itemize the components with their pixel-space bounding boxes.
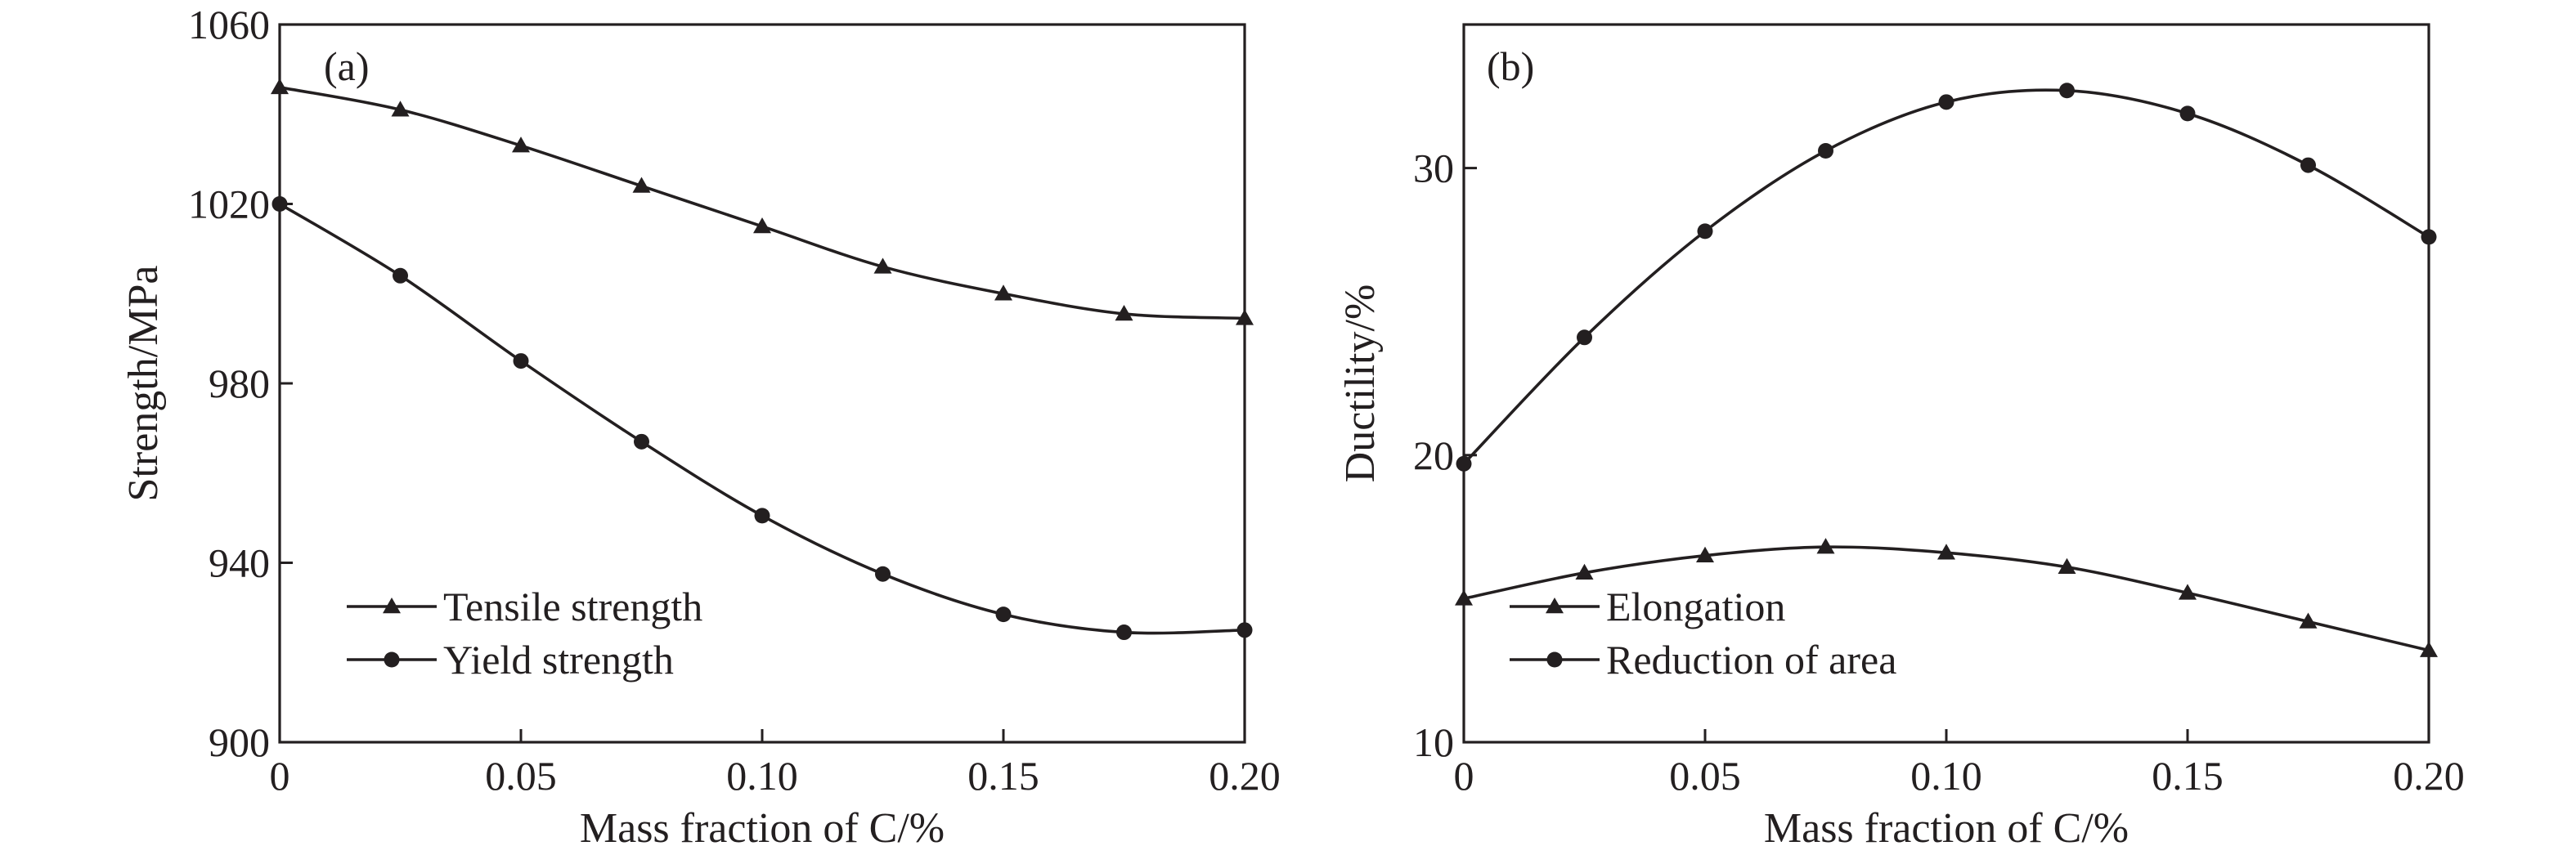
panel-a-tensile-strength-point: [391, 101, 410, 117]
panel-a-tensile-strength-point: [271, 78, 289, 95]
panel-b-reduction-of-area-point: [1938, 94, 1954, 110]
panel-a-x-tick-label: 0: [270, 753, 290, 799]
panel-b-series: [1455, 83, 2438, 657]
panel-b-reduction-of-area-point: [1577, 329, 1592, 346]
panel-b-elongation-point: [1816, 538, 1835, 554]
panel-b-reduction-of-area-point: [2300, 157, 2316, 173]
panel-a-yield-strength-point: [272, 196, 288, 212]
panel-b-y-tick-label: 10: [1413, 719, 1454, 765]
panel-b-legend-reduction-of-area-marker: [1546, 651, 1563, 668]
panel-b-reduction-of-area-point: [2059, 83, 2075, 99]
panel-b-elongation-point: [1575, 563, 1594, 580]
panel-b-reduction-of-area-point: [1818, 143, 1833, 159]
panel-b-elongation-point: [2420, 641, 2438, 657]
panel-b-ductility-chart: 0 0.05 0.10 0.15 0.20 10 20 30 (b) Mass fractio…: [1337, 23, 2465, 852]
panel-b-x-axis-title: Mass fraction of C/%: [1764, 805, 2129, 852]
panel-a-tensile-strength-point: [1236, 309, 1254, 325]
panel-a-ticks: [278, 23, 1246, 744]
panel-a-tensile-strength-point: [632, 177, 651, 193]
panel-a-y-tick-label: 900: [209, 719, 270, 765]
panel-a-tensile-strength-line: [279, 86, 1245, 320]
panel-a-yield-strength-point: [1236, 622, 1253, 638]
panel-b-plot-frame: [1462, 23, 2430, 744]
panel-b-tick-labels: 0 0.05 0.10 0.15 0.20 10 20 30: [1413, 145, 2465, 799]
panel-a-x-tick-label: 0.10: [726, 753, 798, 799]
panel-a-legend-yield-strength-label: Yield strength: [443, 637, 674, 683]
panel-a-y-tick-label: 940: [209, 540, 270, 586]
panel-b-y-tick-label: 20: [1413, 432, 1454, 478]
panel-a-y-tick-label: 1060: [188, 2, 270, 47]
panel-b-y-axis-title: Ductility/%: [1337, 284, 1384, 483]
panel-a-tag: (a): [324, 43, 370, 89]
panel-b-reduction-of-area-point: [1697, 223, 1713, 239]
panel-a-y-axis-title: Strength/MPa: [120, 266, 167, 502]
panel-a-yield-strength-point: [634, 433, 649, 450]
panel-a-tensile-strength-point: [873, 257, 892, 274]
panel-b-legend-elongation-marker: [1546, 598, 1564, 614]
panel-b-tag: (b): [1487, 43, 1534, 89]
panel-a-tensile-strength-point: [753, 217, 771, 234]
panel-b-reduction-of-area-line: [1462, 88, 2430, 465]
panel-a-y-tick-label: 1020: [188, 181, 270, 227]
panel-a-tick-labels: 0 0.05 0.10 0.15 0.20 900 940 980 1020 1060: [188, 2, 1281, 799]
panel-a-yield-strength-point: [995, 607, 1012, 623]
panel-b-legend-reduction-of-area-label: Reduction of area: [1606, 637, 1896, 683]
panel-b-reduction-of-area-point: [2421, 229, 2437, 245]
panel-a-legend-tensile-strength-label: Tensile strength: [443, 584, 702, 629]
panel-a-yield-strength-point: [393, 267, 408, 284]
panel-a-x-tick-label: 0.20: [1209, 753, 1281, 799]
panel-b-x-tick-label: 0.15: [2152, 753, 2224, 799]
panel-a-yield-strength-point: [875, 566, 891, 582]
panel-a-strength-chart: 0 0.05 0.10 0.15 0.20 900 940 980 1020 1060 (a) M…: [120, 2, 1281, 852]
panel-a-tensile-strength-point: [1115, 304, 1133, 321]
panel-b-legend-elongation-label: Elongation: [1606, 584, 1785, 629]
panel-b-x-tick-label: 0.05: [1669, 753, 1741, 799]
panel-a-series: [271, 78, 1254, 641]
panel-a-x-axis-title: Mass fraction of C/%: [580, 805, 945, 852]
panel-a-yield-strength-point: [513, 353, 529, 369]
panel-a-legend-tensile-strength-marker: [383, 598, 401, 614]
panel-a-plot-frame: [278, 23, 1246, 744]
panel-b-x-tick-label: 0.10: [1910, 753, 1982, 799]
panel-b-x-tick-label: 0: [1454, 753, 1474, 799]
panel-b-elongation-point: [1455, 589, 1473, 606]
panel-a-tensile-strength-point: [512, 137, 530, 153]
panel-a-x-tick-label: 0.15: [967, 753, 1039, 799]
panel-a-y-tick-label: 980: [209, 360, 270, 406]
panel-b-reduction-of-area-point: [2179, 105, 2196, 122]
panel-a-yield-strength-line: [279, 202, 1245, 635]
panel-b-reduction-of-area-point: [1456, 455, 1472, 472]
panel-a-x-tick-label: 0.05: [485, 753, 557, 799]
panel-b-x-tick-label: 0.20: [2393, 753, 2465, 799]
panel-b-elongation-point: [2058, 557, 2076, 575]
panel-b-y-tick-label: 30: [1413, 145, 1454, 191]
panel-a-yield-strength-point: [754, 508, 770, 524]
panel-b-elongation-point: [1937, 544, 1955, 560]
panel-a-legend-yield-strength-marker: [384, 651, 400, 668]
panel-a-yield-strength-point: [1116, 624, 1132, 641]
panel-b-legend: Elongation Reduction of area: [1510, 584, 1896, 683]
panel-b-ticks: [1462, 167, 2430, 744]
panel-b-elongation-point: [2299, 612, 2318, 629]
panel-a-tensile-strength-point: [994, 284, 1012, 301]
panel-b-elongation-point: [2179, 584, 2197, 600]
panel-b-elongation-point: [1696, 546, 1714, 562]
panel-a-legend: Tensile strength Yield strength: [347, 584, 702, 683]
